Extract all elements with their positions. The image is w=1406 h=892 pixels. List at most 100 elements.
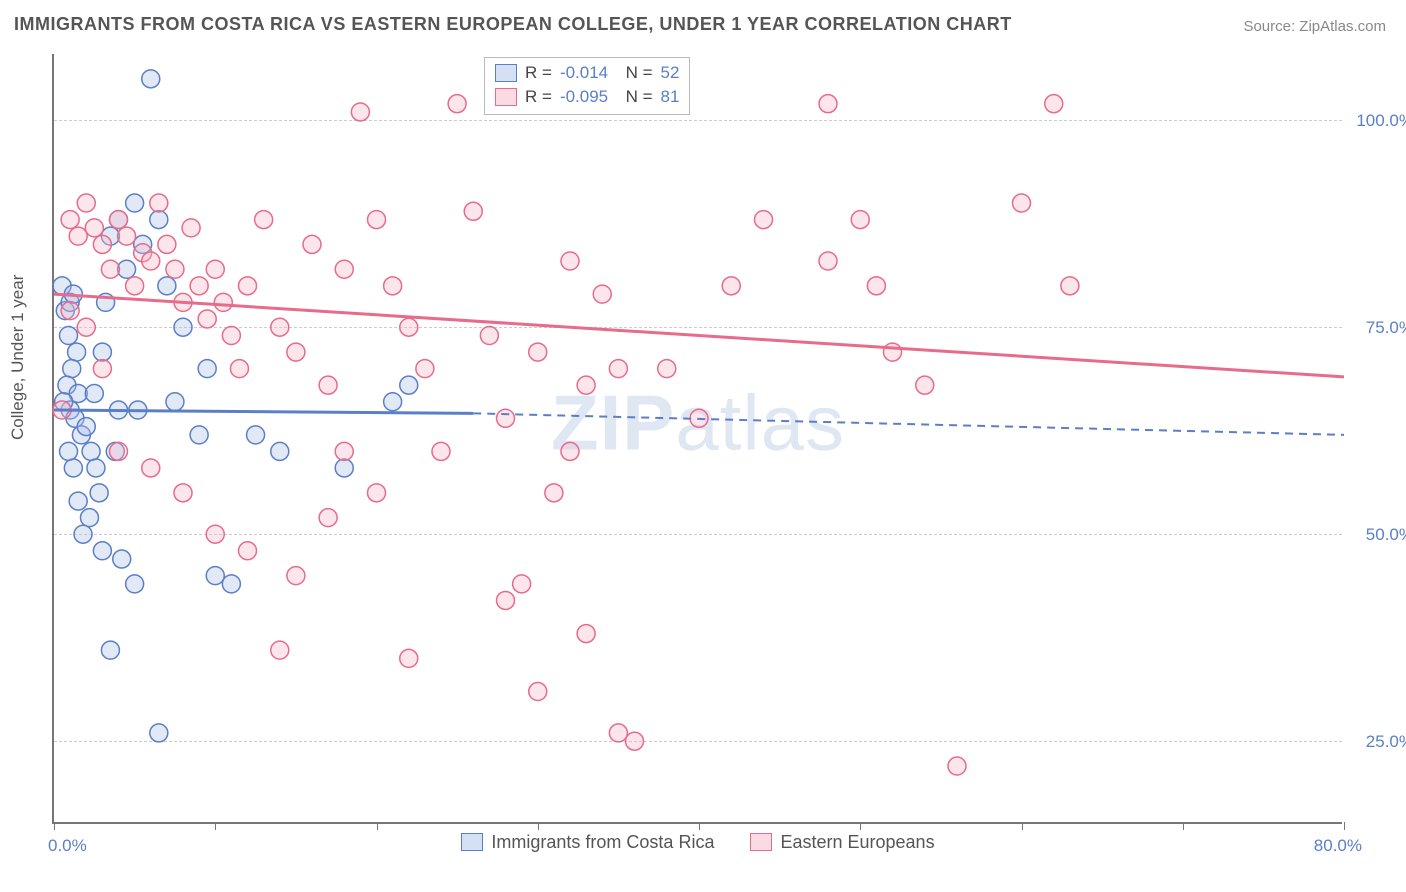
stat-N-label: N = bbox=[616, 85, 652, 109]
data-point bbox=[118, 260, 136, 278]
data-point bbox=[150, 724, 168, 742]
data-point bbox=[74, 525, 92, 543]
x-tick bbox=[1344, 822, 1345, 830]
data-point bbox=[851, 211, 869, 229]
data-point bbox=[93, 360, 111, 378]
data-point bbox=[174, 484, 192, 502]
data-point bbox=[867, 277, 885, 295]
y-tick-label: 100.0% bbox=[1344, 111, 1406, 131]
data-point bbox=[255, 211, 273, 229]
data-point bbox=[142, 70, 160, 88]
data-point bbox=[448, 95, 466, 113]
data-point bbox=[90, 484, 108, 502]
data-point bbox=[497, 409, 515, 427]
data-point bbox=[182, 219, 200, 237]
data-point bbox=[77, 318, 95, 336]
data-point bbox=[368, 211, 386, 229]
bottom-legend: Immigrants from Costa Rica Eastern Europe… bbox=[54, 832, 1342, 857]
data-point bbox=[61, 211, 79, 229]
data-point bbox=[174, 318, 192, 336]
x-axis-min-label: 0.0% bbox=[48, 836, 87, 856]
data-point bbox=[755, 211, 773, 229]
x-tick bbox=[699, 822, 700, 830]
data-point bbox=[61, 302, 79, 320]
data-point bbox=[561, 442, 579, 460]
data-point bbox=[93, 343, 111, 361]
data-point bbox=[93, 235, 111, 253]
data-point bbox=[819, 95, 837, 113]
data-point bbox=[158, 277, 176, 295]
data-point bbox=[319, 376, 337, 394]
data-point bbox=[884, 343, 902, 361]
stats-legend: R = -0.014 N = 52R = -0.095 N = 81 bbox=[484, 57, 690, 115]
stat-R-value: -0.095 bbox=[560, 85, 608, 109]
data-point bbox=[335, 442, 353, 460]
data-point bbox=[60, 327, 78, 345]
data-point bbox=[480, 327, 498, 345]
data-point bbox=[464, 202, 482, 220]
stats-legend-row: R = -0.095 N = 81 bbox=[495, 85, 679, 109]
data-point bbox=[101, 641, 119, 659]
data-point bbox=[319, 509, 337, 527]
data-point bbox=[1013, 194, 1031, 212]
data-point bbox=[82, 442, 100, 460]
data-point bbox=[513, 575, 531, 593]
x-axis-max-label: 80.0% bbox=[1314, 836, 1362, 856]
chart-svg bbox=[54, 54, 1342, 822]
legend-label: Immigrants from Costa Rica bbox=[491, 832, 714, 853]
data-point bbox=[206, 525, 224, 543]
data-point bbox=[287, 567, 305, 585]
legend-swatch bbox=[461, 833, 483, 851]
data-point bbox=[126, 277, 144, 295]
data-point bbox=[101, 260, 119, 278]
data-point bbox=[206, 260, 224, 278]
data-point bbox=[206, 567, 224, 585]
data-point bbox=[529, 683, 547, 701]
legend-label: Eastern Europeans bbox=[780, 832, 934, 853]
data-point bbox=[271, 641, 289, 659]
stat-N-label: N = bbox=[616, 61, 652, 85]
data-point bbox=[69, 227, 87, 245]
data-point bbox=[561, 252, 579, 270]
data-point bbox=[68, 343, 86, 361]
data-point bbox=[609, 724, 627, 742]
data-point bbox=[222, 575, 240, 593]
data-point bbox=[948, 757, 966, 775]
data-point bbox=[335, 260, 353, 278]
data-point bbox=[400, 318, 418, 336]
data-point bbox=[166, 260, 184, 278]
data-point bbox=[722, 277, 740, 295]
x-tick bbox=[215, 822, 216, 830]
stat-R-label: R = bbox=[525, 85, 552, 109]
legend-item: Immigrants from Costa Rica bbox=[461, 832, 714, 853]
data-point bbox=[93, 542, 111, 560]
source-attribution: Source: ZipAtlas.com bbox=[1243, 18, 1386, 35]
x-tick bbox=[538, 822, 539, 830]
y-tick-label: 75.0% bbox=[1344, 318, 1406, 338]
data-point bbox=[400, 376, 418, 394]
data-point bbox=[158, 235, 176, 253]
data-point bbox=[142, 252, 160, 270]
y-axis-label: College, Under 1 year bbox=[8, 275, 28, 440]
data-point bbox=[368, 484, 386, 502]
data-point bbox=[545, 484, 563, 502]
data-point bbox=[198, 310, 216, 328]
data-point bbox=[166, 393, 184, 411]
data-point bbox=[577, 625, 595, 643]
data-point bbox=[416, 360, 434, 378]
data-point bbox=[819, 252, 837, 270]
data-point bbox=[110, 211, 128, 229]
data-point bbox=[626, 732, 644, 750]
data-point bbox=[214, 293, 232, 311]
data-point bbox=[593, 285, 611, 303]
data-point bbox=[142, 459, 160, 477]
x-tick bbox=[54, 822, 55, 830]
x-tick bbox=[860, 822, 861, 830]
data-point bbox=[271, 442, 289, 460]
data-point bbox=[126, 194, 144, 212]
stat-R-value: -0.014 bbox=[560, 61, 608, 85]
legend-swatch bbox=[495, 88, 517, 106]
data-point bbox=[239, 277, 257, 295]
data-point bbox=[85, 219, 103, 237]
stat-N-value: 81 bbox=[661, 85, 680, 109]
